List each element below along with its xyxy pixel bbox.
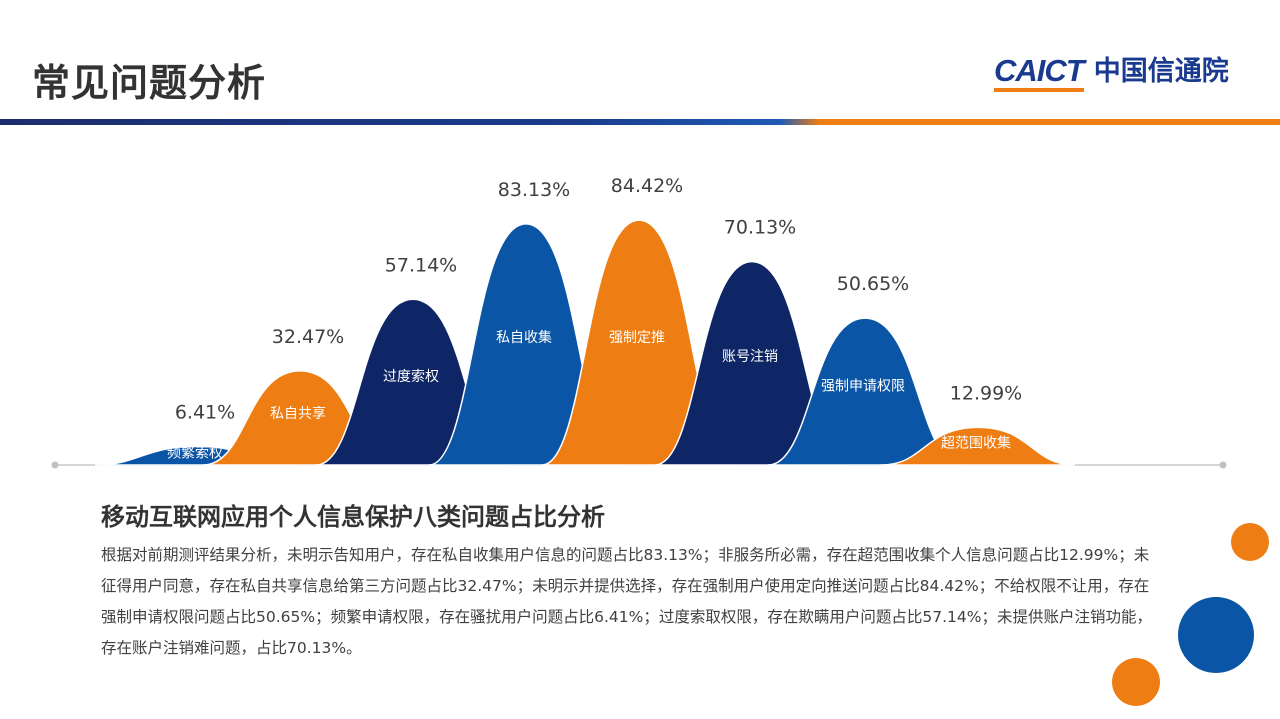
category-label-4: 私自收集	[496, 329, 552, 346]
category-label-6: 账号注销	[722, 349, 778, 365]
value-label-7: 50.65%	[837, 273, 909, 295]
decorative-circle-orange	[1112, 658, 1160, 706]
category-label-7: 强制申请权限	[821, 379, 905, 395]
header-divider	[0, 119, 1280, 125]
category-label-2: 私自共享	[270, 405, 326, 422]
value-label-2: 32.47%	[272, 326, 344, 348]
category-label-5: 强制定推	[609, 330, 665, 346]
value-label-1: 6.41%	[175, 401, 235, 423]
value-label-6: 70.13%	[724, 217, 796, 239]
caict-logo: CAICT 中国信通院	[994, 54, 1229, 92]
chart-subtitle: 移动互联网应用个人信息保护八类问题占比分析	[101, 503, 605, 531]
logo-text-cn: 中国信通院	[1093, 56, 1229, 87]
analysis-description: 根据对前期测评结果分析，未明示告知用户，存在私自收集用户信息的问题占比83.13…	[101, 546, 1152, 657]
value-label-4: 83.13%	[498, 179, 570, 201]
value-label-5: 84.42%	[611, 175, 683, 197]
decorative-circle-orange-small	[1231, 523, 1269, 561]
baseline-start-dot	[51, 461, 59, 469]
page-title: 常见问题分析	[32, 61, 267, 105]
category-label-1: 频繁索权	[167, 444, 223, 461]
category-label-8: 超范围收集	[941, 434, 1011, 451]
category-label-3: 过度索权	[383, 368, 439, 385]
chart-area: 频繁索权 6.41% 私自共享 32.47% 过度索权 57.14% 私自收集 83.13% 强…	[0, 125, 1280, 485]
value-label-8: 12.99%	[950, 382, 1022, 404]
decorative-circle-blue	[1178, 597, 1254, 673]
baseline-end-dot	[1219, 461, 1227, 469]
peak-8	[880, 426, 1076, 466]
logo-text-en: CAICT	[994, 54, 1085, 92]
mountain-chart: 频繁索权 6.41% 私自共享 32.47% 过度索权 57.14% 私自收集 83.13% 强…	[51, 175, 1227, 469]
value-label-3: 57.14%	[385, 254, 457, 276]
